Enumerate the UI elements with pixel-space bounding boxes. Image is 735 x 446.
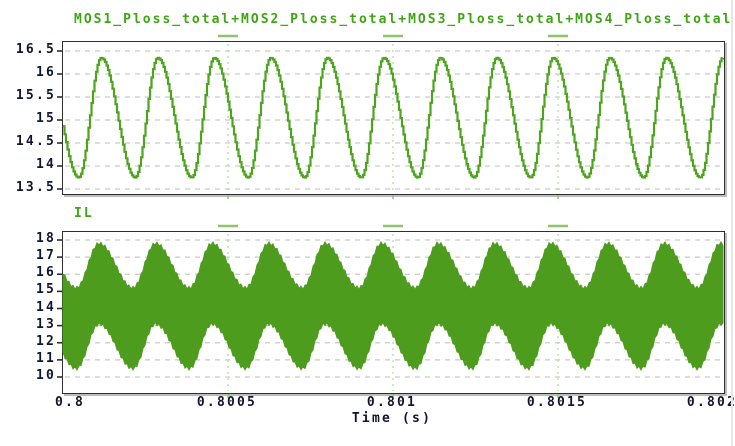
- y-tick-label: 13.5: [15, 180, 56, 195]
- y-tick-label: 15.5: [15, 88, 56, 103]
- plot1-legend-title: MOS1_Ploss_total+MOS2_Ploss_total+MOS3_P…: [74, 12, 733, 27]
- x-tick-label: 0.8005: [196, 395, 258, 410]
- y-tick-label: 15: [35, 111, 56, 126]
- x-tick-label: 0.8015: [526, 395, 588, 410]
- x-tick-label: 0.8: [54, 395, 86, 410]
- il-waveform: [62, 240, 724, 372]
- plot1-area[interactable]: [57, 34, 725, 199]
- ploss-waveform: [63, 56, 725, 179]
- y-tick-label: 14: [35, 299, 56, 315]
- y-tick-label: 17: [35, 248, 56, 264]
- y-tick-label: 14: [35, 157, 56, 172]
- y-tick-label: 12: [35, 333, 56, 349]
- window-right-edge: [731, 0, 733, 446]
- y-tick-label: 11: [35, 350, 56, 366]
- x-tick-label: 0.802: [686, 395, 735, 410]
- ploss-waveform-canvas: [57, 34, 725, 199]
- x-tick-label: 0.801: [366, 395, 418, 410]
- y-tick-label: 10: [35, 368, 56, 383]
- y-tick-label: 18: [35, 231, 56, 246]
- y-tick-label: 16: [35, 265, 56, 281]
- y-tick-label: 15: [35, 282, 56, 298]
- y-tick-label: 14.5: [15, 134, 56, 149]
- il-waveform-canvas: [57, 224, 724, 398]
- y-tick-label: 16.5: [15, 42, 56, 57]
- plot2-legend-title: IL: [74, 206, 94, 221]
- plot2-area[interactable]: [57, 224, 725, 398]
- y-tick-label: 13: [35, 316, 56, 332]
- y-tick-label: 16: [35, 65, 56, 80]
- time-axis-label: Time (s): [351, 411, 433, 426]
